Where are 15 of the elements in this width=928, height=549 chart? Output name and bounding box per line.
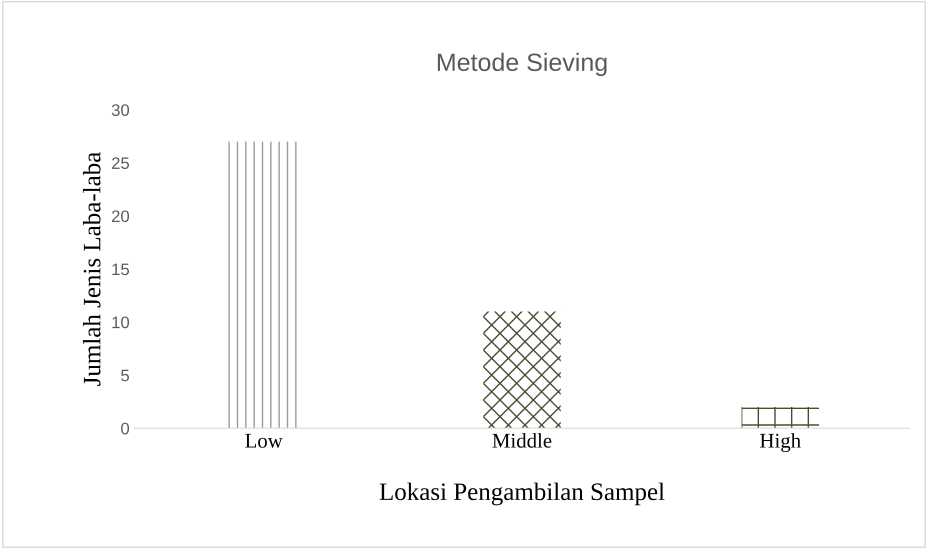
bar [742, 406, 820, 428]
x-tick-label: High [760, 433, 801, 452]
y-tick-label: 10 [112, 316, 130, 328]
y-tick-label: 30 [112, 104, 130, 116]
y-tick-label: 15 [112, 264, 129, 276]
y-tick-label: 0 [121, 422, 130, 434]
x-tick-label: Low [245, 434, 283, 448]
x-tick-label: Middle [492, 433, 552, 448]
bar [483, 311, 561, 428]
y-tick-label: 25 [112, 157, 129, 170]
y-tick-label: 20 [112, 210, 130, 222]
x-axis-title: Lokasi Pengambilan Sampel [380, 482, 665, 506]
y-tick-label: 5 [121, 370, 129, 382]
chart-title: Metode Sieving [438, 52, 607, 76]
y-axis-title: Jumlah Jenis Laba-laba [82, 152, 101, 386]
